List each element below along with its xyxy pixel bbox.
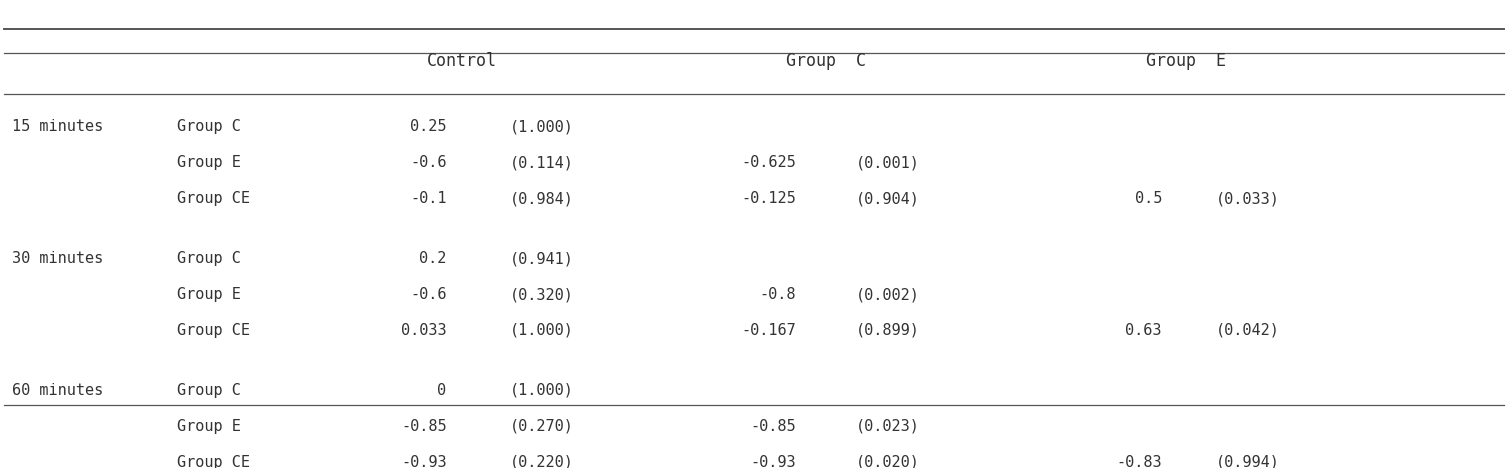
Text: Group  E: Group E xyxy=(1146,52,1226,70)
Text: Control: Control xyxy=(427,52,496,70)
Text: Group C: Group C xyxy=(176,383,240,398)
Text: Group E: Group E xyxy=(176,287,240,302)
Text: (1.000): (1.000) xyxy=(510,323,573,338)
Text: -0.625: -0.625 xyxy=(742,155,796,170)
Text: (0.001): (0.001) xyxy=(857,155,920,170)
Text: -0.125: -0.125 xyxy=(742,191,796,206)
Text: (1.000): (1.000) xyxy=(510,119,573,134)
Text: Group C: Group C xyxy=(176,251,240,266)
Text: -0.93: -0.93 xyxy=(401,454,446,468)
Text: (0.114): (0.114) xyxy=(510,155,573,170)
Text: Group E: Group E xyxy=(176,419,240,434)
Text: (1.000): (1.000) xyxy=(510,383,573,398)
Text: (0.320): (0.320) xyxy=(510,287,573,302)
Text: -0.1: -0.1 xyxy=(410,191,446,206)
Text: (0.020): (0.020) xyxy=(857,454,920,468)
Text: -0.8: -0.8 xyxy=(760,287,796,302)
Text: Group CE: Group CE xyxy=(176,323,250,338)
Text: -0.85: -0.85 xyxy=(751,419,796,434)
Text: 0: 0 xyxy=(437,383,446,398)
Text: 60 minutes: 60 minutes xyxy=(12,383,103,398)
Text: (0.033): (0.033) xyxy=(1215,191,1280,206)
Text: Group E: Group E xyxy=(176,155,240,170)
Text: (0.042): (0.042) xyxy=(1215,323,1280,338)
Text: 30 minutes: 30 minutes xyxy=(12,251,103,266)
Text: Group  C: Group C xyxy=(786,52,866,70)
Text: 0.5: 0.5 xyxy=(1134,191,1161,206)
Text: 0.25: 0.25 xyxy=(410,119,446,134)
Text: -0.93: -0.93 xyxy=(751,454,796,468)
Text: 15 minutes: 15 minutes xyxy=(12,119,103,134)
Text: Group C: Group C xyxy=(176,119,240,134)
Text: (0.941): (0.941) xyxy=(510,251,573,266)
Text: -0.6: -0.6 xyxy=(410,155,446,170)
Text: (0.002): (0.002) xyxy=(857,287,920,302)
Text: (0.899): (0.899) xyxy=(857,323,920,338)
Text: Group CE: Group CE xyxy=(176,191,250,206)
Text: (0.023): (0.023) xyxy=(857,419,920,434)
Text: -0.6: -0.6 xyxy=(410,287,446,302)
Text: 0.2: 0.2 xyxy=(419,251,446,266)
Text: Group CE: Group CE xyxy=(176,454,250,468)
Text: -0.85: -0.85 xyxy=(401,419,446,434)
Text: (0.220): (0.220) xyxy=(510,454,573,468)
Text: 0.63: 0.63 xyxy=(1125,323,1161,338)
Text: (0.984): (0.984) xyxy=(510,191,573,206)
Text: 0.033: 0.033 xyxy=(401,323,446,338)
Text: -0.83: -0.83 xyxy=(1116,454,1161,468)
Text: (0.270): (0.270) xyxy=(510,419,573,434)
Text: (0.994): (0.994) xyxy=(1215,454,1280,468)
Text: -0.167: -0.167 xyxy=(742,323,796,338)
Text: (0.904): (0.904) xyxy=(857,191,920,206)
